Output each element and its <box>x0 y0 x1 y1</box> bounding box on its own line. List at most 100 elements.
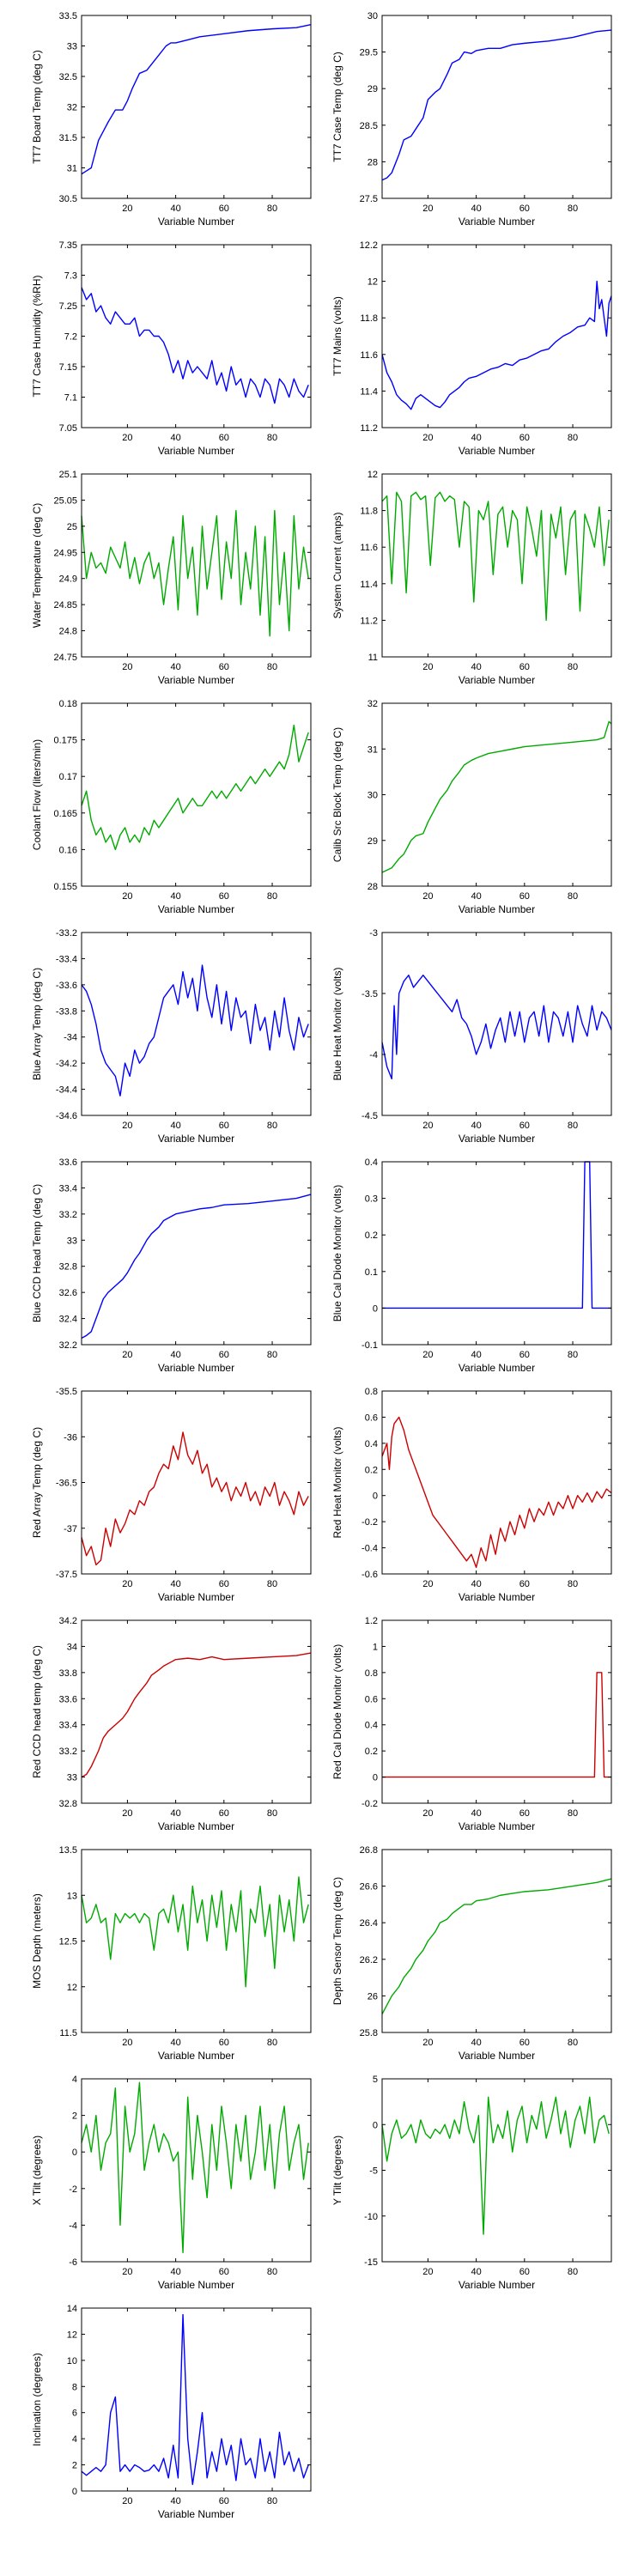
y-tick-label: -34.4 <box>56 1085 77 1096</box>
y-tick-label: 0.4 <box>365 1721 378 1731</box>
y-tick-label: 32 <box>67 103 77 113</box>
y-tick-label: 0 <box>72 2148 77 2158</box>
x-axis-label: Variable Number <box>459 1362 535 1374</box>
x-tick-label: 40 <box>170 1350 180 1360</box>
y-tick-label: 29.5 <box>360 48 378 58</box>
x-tick-label: 60 <box>519 1808 530 1819</box>
y-tick-label: 25.8 <box>360 2028 378 2038</box>
y-axis-label: TT7 Board Temp (deg C) <box>31 50 43 164</box>
y-tick-label: -3.5 <box>361 989 378 999</box>
chart-panel-8: 20 40 60 80 28 29 30 31 32 Variable Number Calib S… <box>331 699 612 915</box>
x-tick-label: 20 <box>422 2267 433 2277</box>
y-tick-label: -33.8 <box>56 1006 77 1017</box>
x-tick-label: 80 <box>568 1579 578 1589</box>
chart-panel-9: 20 40 60 80 -34.6 -34.4 -34.2 -34 -33.8 -33.6 -33.… <box>31 928 312 1145</box>
axes-box <box>81 1161 312 1346</box>
y-tick-label: -0.4 <box>361 1544 378 1554</box>
x-axis-label: Variable Number <box>158 1820 234 1832</box>
x-axis-label: Variable Number <box>158 2050 234 2062</box>
axes-box <box>381 244 612 428</box>
series-line <box>81 1194 312 1340</box>
y-tick-label: 0.2 <box>365 1747 378 1757</box>
x-tick-label: 60 <box>519 662 530 672</box>
x-tick-label: 20 <box>422 891 433 902</box>
y-tick-label: 7.25 <box>59 301 77 312</box>
axes-box <box>381 2078 612 2263</box>
y-tick-label: 34.2 <box>59 1616 77 1626</box>
axes-box <box>381 932 612 1116</box>
y-tick-label: 26.2 <box>360 1955 378 1965</box>
x-tick-label: 20 <box>122 433 132 443</box>
y-tick-label: -0.2 <box>361 1517 378 1528</box>
x-tick-label: 20 <box>422 1579 433 1589</box>
series-line <box>81 2081 309 2254</box>
chart-panel-21: 20 40 60 80 0 2 4 6 8 10 12 14 Variable Number Inclin… <box>31 2304 312 2520</box>
y-tick-label: 0.2 <box>365 1465 378 1475</box>
x-axis-label: Variable Number <box>158 1362 234 1374</box>
y-tick-label: 26 <box>368 1991 378 2002</box>
y-axis-label: TT7 Case Temp (deg C) <box>331 52 343 162</box>
y-tick-label: 7.3 <box>64 271 77 282</box>
chart-panel-14: 20 40 60 80 -0.6 -0.4 -0.2 0 0.2 0.4 0.6 0.8 Variabl… <box>331 1387 612 1603</box>
y-tick-label: 0.16 <box>59 845 77 855</box>
x-tick-label: 80 <box>267 1350 277 1360</box>
y-axis-label: Blue Array Temp (deg C) <box>31 968 43 1080</box>
series-line <box>381 2096 610 2235</box>
axes-box <box>81 473 312 658</box>
x-tick-label: 60 <box>519 891 530 902</box>
x-tick-label: 80 <box>267 2038 277 2048</box>
y-tick-label: 0 <box>72 2487 77 2497</box>
axes-box <box>381 1619 612 1804</box>
x-tick-label: 40 <box>170 204 180 214</box>
y-tick-label: 11.2 <box>360 616 378 626</box>
series-line <box>381 280 612 410</box>
chart-panel-1: 20 40 60 80 30.5 31 31.5 32 32.5 33 33.5 Variable N… <box>31 11 312 228</box>
x-tick-label: 60 <box>219 662 229 672</box>
y-tick-label: 11 <box>368 653 378 663</box>
x-tick-label: 40 <box>170 1808 180 1819</box>
x-tick-label: 40 <box>170 2496 180 2506</box>
y-axis-label: TT7 Mains (volts) <box>331 296 343 376</box>
x-tick-label: 80 <box>267 204 277 214</box>
x-tick-label: 40 <box>170 662 180 672</box>
x-tick-label: 20 <box>122 2038 132 2048</box>
y-tick-label: 12 <box>67 1983 77 1993</box>
y-tick-label: -33.6 <box>56 981 77 991</box>
series-line <box>381 720 612 873</box>
x-tick-label: 60 <box>219 433 229 443</box>
axes-box <box>81 2078 312 2263</box>
y-axis-label: Red Heat Monitor (volts) <box>331 1426 343 1538</box>
y-tick-label: -0.6 <box>361 1570 378 1580</box>
y-tick-label: 7.35 <box>59 240 77 251</box>
y-tick-label: 33.4 <box>59 1183 77 1194</box>
y-axis-label: Blue Cal Diode Monitor (volts) <box>331 1185 343 1321</box>
y-tick-label: 2 <box>72 2111 77 2122</box>
y-tick-label: -0.2 <box>361 1799 378 1809</box>
y-tick-label: 0 <box>373 2120 378 2130</box>
y-tick-label: 1.2 <box>365 1616 378 1626</box>
x-axis-label: Variable Number <box>158 674 234 686</box>
series-line <box>381 491 610 622</box>
y-tick-label: 31 <box>67 164 77 174</box>
y-tick-label: 24.9 <box>59 574 77 585</box>
x-tick-label: 60 <box>519 1121 530 1131</box>
series-line <box>81 1431 309 1566</box>
x-tick-label: 80 <box>267 1121 277 1131</box>
y-tick-label: 11.6 <box>360 543 378 553</box>
y-tick-label: -35.5 <box>56 1387 77 1397</box>
chart-panel-11: 20 40 60 80 32.2 32.4 32.6 32.8 33 33.2 33.4 33.6 Va… <box>31 1157 312 1374</box>
x-tick-label: 80 <box>267 662 277 672</box>
y-tick-label: 11.6 <box>360 350 378 361</box>
series-line <box>81 724 309 851</box>
x-tick-label: 40 <box>471 662 481 672</box>
x-tick-label: 80 <box>568 2267 578 2277</box>
y-tick-label: 0.8 <box>365 1387 378 1397</box>
x-tick-label: 60 <box>219 1121 229 1131</box>
x-axis-label: Variable Number <box>158 1591 234 1603</box>
y-tick-label: 32.6 <box>59 1288 77 1298</box>
x-axis-label: Variable Number <box>158 903 234 915</box>
y-tick-label: 33 <box>67 42 77 52</box>
x-axis-label: Variable Number <box>158 216 234 228</box>
chart-panel-5: 20 40 60 80 24.75 24.8 24.85 24.9 24.95 25 25.05 25… <box>31 470 312 686</box>
